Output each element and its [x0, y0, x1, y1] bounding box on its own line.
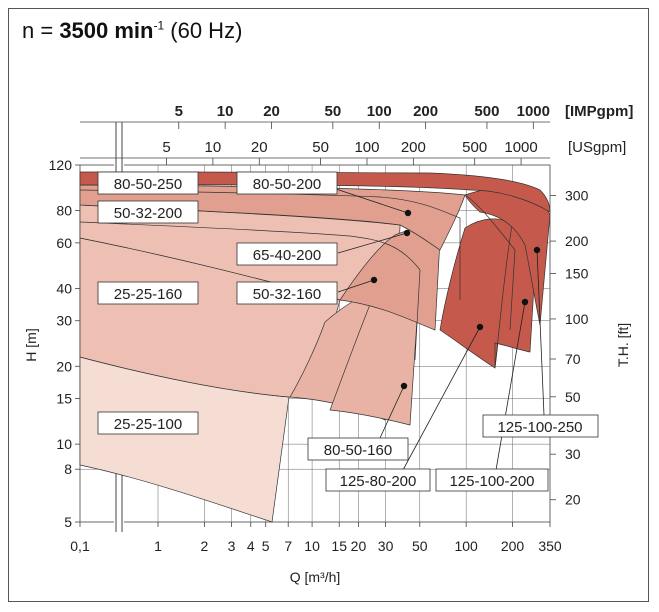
svg-text:25-25-100: 25-25-100: [114, 416, 182, 433]
usgpm-tick-label: 1000: [504, 139, 537, 156]
right-tick-label: 30: [565, 446, 581, 462]
speed-exponent: -1: [153, 18, 165, 33]
x-tick-label: 30: [378, 538, 394, 554]
usgpm-tick-label: 10: [205, 139, 222, 156]
right-tick-label: 300: [565, 188, 589, 204]
impgpm-tick-label: 5: [175, 103, 183, 120]
right-tick-label: 20: [565, 492, 581, 508]
dot-125-100-250: [533, 246, 541, 254]
x-tick-label: 7: [284, 538, 292, 554]
label-25-25-100: 25-25-100: [97, 411, 199, 435]
x-tick-label: 100: [454, 538, 478, 554]
svg-text:65-40-200: 65-40-200: [253, 247, 321, 264]
impgpm-tick-label: 20: [263, 103, 280, 120]
usgpm-tick-label: 100: [354, 139, 379, 156]
svg-text:125-100-250: 125-100-250: [497, 419, 582, 436]
y-tick-label: 15: [56, 391, 72, 407]
x-tick-label: 0,1: [70, 538, 90, 554]
right-axis-label: T.H. [ft]: [615, 323, 631, 367]
label-25-25-160: 25-25-160: [97, 281, 199, 305]
x-tick-label: 20: [351, 538, 367, 554]
usgpm-tick-label: 20: [251, 139, 268, 156]
right-tick-label: 70: [565, 351, 581, 367]
marker-dots: [370, 209, 541, 390]
impgpm-tick-label: 10: [217, 103, 234, 120]
usgpm-tick-label: 50: [312, 139, 329, 156]
x-tick-label: 5: [262, 538, 270, 554]
label-125-100-250: 125-100-250: [482, 414, 599, 438]
svg-text:80-50-200: 80-50-200: [253, 176, 321, 193]
impgpm-tick-label: 100: [367, 103, 392, 120]
svg-text:25-25-160: 25-25-160: [114, 286, 182, 303]
label-65-40-200: 65-40-200: [236, 242, 338, 266]
svg-text:50-32-160: 50-32-160: [253, 286, 321, 303]
right-tick-label: 150: [565, 265, 589, 281]
x-axis-label: Q [m³/h]: [290, 569, 341, 585]
label-80-50-250: 80-50-250: [97, 171, 199, 195]
label-125-80-200: 125-80-200: [325, 468, 431, 492]
right-tick-label: 200: [565, 233, 589, 249]
axes: 0,1 1 2 3 4 5 7 10 15 20 30 50 100 200 350581015203040…: [49, 103, 589, 554]
dot-125-80-200: [476, 323, 484, 331]
speed-title: n = 3500 min-1 (60 Hz): [22, 18, 242, 44]
y-tick-label: 20: [56, 358, 72, 374]
x-tick-label: 1: [154, 538, 162, 554]
x-tick-label: 50: [412, 538, 428, 554]
impgpm-tick-label: 200: [413, 103, 438, 120]
impgpm-tick-label: 1000: [517, 103, 550, 120]
x-tick-label: 4: [247, 538, 255, 554]
chart-frame: [8, 8, 649, 602]
y-tick-label: 60: [56, 235, 72, 251]
label-80-50-200: 80-50-200: [236, 171, 338, 195]
usgpm-tick-label: 500: [462, 139, 487, 156]
dot-50-32-160: [370, 276, 378, 284]
y-axis-label: H [m]: [23, 328, 39, 361]
dot-65-40-200: [403, 229, 411, 237]
area-125-80-200: [439, 218, 513, 369]
usgpm-tick-label: 200: [401, 139, 426, 156]
label-80-50-160: 80-50-160: [307, 437, 409, 461]
x-tick-label: 3: [228, 538, 236, 554]
x-tick-label: 2: [200, 538, 208, 554]
usgpm-unit: [USgpm]: [568, 139, 626, 156]
label-50-32-200: 50-32-200: [97, 200, 199, 224]
speed-value: 3500 min: [59, 18, 154, 43]
impgpm-unit: [IMPgpm]: [565, 103, 633, 120]
svg-text:50-32-200: 50-32-200: [114, 205, 182, 222]
usgpm-tick-label: 5: [162, 139, 170, 156]
series-labels: 80-50-250 80-50-200 50-32-200 65-40-200 …: [97, 171, 599, 492]
dot-125-100-200: [521, 298, 529, 306]
y-tick-label: 8: [64, 461, 72, 477]
impgpm-tick-label: 50: [325, 103, 342, 120]
right-tick-label: 100: [565, 311, 589, 327]
y-tick-label: 120: [49, 157, 73, 173]
x-tick-label: 350: [538, 538, 562, 554]
x-tick-label: 15: [331, 538, 347, 554]
y-tick-label: 10: [56, 436, 72, 452]
y-tick-label: 5: [64, 514, 72, 530]
y-tick-label: 30: [56, 313, 72, 329]
label-125-100-200: 125-100-200: [435, 468, 549, 492]
svg-text:125-100-200: 125-100-200: [449, 473, 534, 490]
y-tick-label: 80: [56, 203, 72, 219]
right-tick-label: 50: [565, 389, 581, 405]
svg-text:125-80-200: 125-80-200: [340, 473, 417, 490]
impgpm-tick-label: 500: [474, 103, 499, 120]
frequency: (60 Hz): [164, 18, 243, 43]
label-50-32-160: 50-32-160: [236, 281, 338, 305]
x-tick-label: 200: [501, 538, 525, 554]
svg-text:80-50-160: 80-50-160: [324, 442, 392, 459]
dot-80-50-200: [404, 209, 412, 217]
x-tick-label: 10: [304, 538, 320, 554]
dot-80-50-160: [400, 382, 408, 390]
y-tick-label: 40: [56, 280, 72, 296]
n-prefix: n =: [22, 18, 60, 43]
svg-text:80-50-250: 80-50-250: [114, 176, 182, 193]
leader-lines: [329, 186, 545, 471]
